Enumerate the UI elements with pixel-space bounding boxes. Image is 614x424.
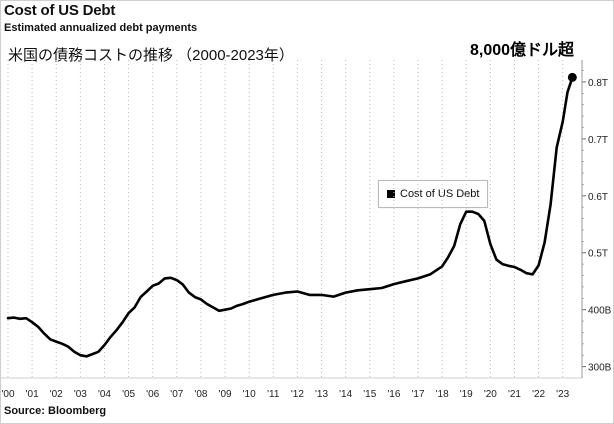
- y-tick-label: 0.7T: [588, 135, 608, 146]
- x-tick-label: '03: [74, 389, 87, 400]
- y-tick-label: 300B: [588, 363, 612, 374]
- source-note: Source: Bloomberg: [4, 405, 107, 417]
- y-tick-label: 0.6T: [588, 192, 608, 203]
- x-tick-label: '14: [339, 389, 352, 400]
- legend-swatch: [387, 190, 395, 198]
- chart-legend: Cost of US Debt: [378, 180, 489, 208]
- end-point-marker: [567, 72, 577, 82]
- x-tick-label: '23: [556, 389, 569, 400]
- x-tick-label: '00: [1, 389, 14, 400]
- x-tick-label: '06: [146, 389, 159, 400]
- x-tick-label: '20: [484, 389, 497, 400]
- x-tick-label: '10: [243, 389, 256, 400]
- x-tick-label: '16: [387, 389, 400, 400]
- x-tick-label: '18: [436, 389, 449, 400]
- x-tick-label: '11: [267, 389, 280, 400]
- series-line: [6, 76, 574, 358]
- y-tick-label: 400B: [588, 306, 612, 317]
- x-tick-label: '02: [50, 389, 63, 400]
- x-tick-label: '07: [170, 389, 183, 400]
- x-tick-label: '19: [460, 389, 473, 400]
- x-tick-label: '08: [194, 389, 207, 400]
- x-tick-label: '01: [26, 389, 39, 400]
- x-tick-label: '04: [98, 389, 111, 400]
- x-tick-label: '17: [411, 389, 424, 400]
- chart-subtitle: Estimated annualized debt payments: [4, 22, 198, 34]
- chart-title: Cost of US Debt: [4, 2, 116, 19]
- x-tick-label: '22: [532, 389, 545, 400]
- x-tick-label: '09: [219, 389, 232, 400]
- legend-label: Cost of US Debt: [400, 188, 480, 200]
- x-tick-label: '05: [122, 389, 135, 400]
- x-tick-label: '15: [363, 389, 376, 400]
- y-tick-label: 0.8T: [588, 78, 608, 89]
- x-tick-label: '13: [315, 389, 328, 400]
- chart-annotation-title: 米国の債務コストの推移 （2000-2023年）: [8, 47, 294, 64]
- x-tick-label: '21: [508, 389, 521, 400]
- peak-callout: 8,000億ドル超: [470, 42, 575, 59]
- y-tick-label: 0.5T: [588, 249, 608, 260]
- x-tick-label: '12: [291, 389, 304, 400]
